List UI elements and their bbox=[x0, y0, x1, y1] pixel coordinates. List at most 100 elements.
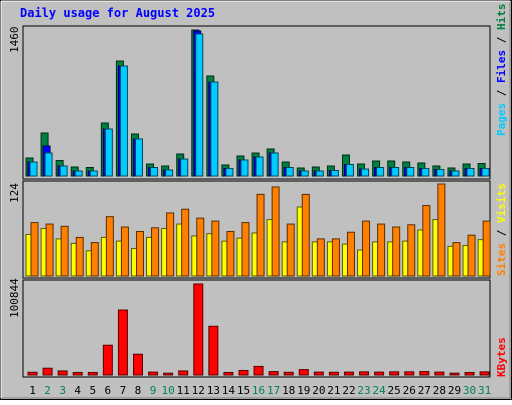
hits-pages-bar-18 bbox=[285, 167, 294, 177]
x-tick-label-9: 9 bbox=[150, 384, 157, 397]
x-tick-label-23: 23 bbox=[357, 384, 370, 397]
hits-pages-bar-29 bbox=[451, 170, 460, 177]
chart-marks bbox=[25, 29, 491, 376]
visits-sites-bar-11 bbox=[181, 208, 190, 277]
x-tick-label-15: 15 bbox=[237, 384, 250, 397]
kbytes-kbytes-bar-13 bbox=[208, 325, 219, 376]
visits-sites-bar-31 bbox=[482, 220, 491, 277]
visits-sites-bar-18 bbox=[286, 223, 295, 277]
x-tick-label-8: 8 bbox=[135, 384, 142, 397]
hits-pages-bar-6 bbox=[104, 128, 113, 177]
legend-separator: / bbox=[495, 30, 508, 50]
visits-sites-bar-9 bbox=[151, 227, 160, 277]
hits-pages-bar-22 bbox=[345, 164, 354, 177]
hits-legend: Pages / Files / Hits bbox=[495, 4, 508, 137]
legend-separator: / bbox=[495, 83, 508, 103]
visits-sites-bar-5 bbox=[90, 242, 99, 277]
x-tick-label-13: 13 bbox=[207, 384, 220, 397]
legend-separator: / bbox=[495, 223, 508, 243]
kbytes-kbytes-bar-15 bbox=[238, 369, 249, 376]
hits-pages-bar-2 bbox=[44, 152, 53, 177]
kbytes-kbytes-bar-1 bbox=[27, 371, 38, 376]
hits-pages-bar-14 bbox=[225, 168, 234, 177]
kbytes-kbytes-bar-12 bbox=[193, 283, 204, 376]
kbytes-kbytes-bar-20 bbox=[313, 371, 324, 376]
x-tick-label-22: 22 bbox=[342, 384, 355, 397]
hits-pages-bar-12 bbox=[195, 33, 204, 177]
hits-pages-bar-8 bbox=[134, 138, 143, 177]
legend-visits: Visits bbox=[495, 183, 508, 223]
x-tick-label-21: 21 bbox=[327, 384, 340, 397]
kbytes-kbytes-bar-31 bbox=[479, 371, 490, 376]
visits-sites-bar-27 bbox=[422, 205, 431, 277]
visits-sites-bar-1 bbox=[30, 222, 39, 277]
visits-sites-bar-17 bbox=[271, 186, 280, 277]
x-tick-label-5: 5 bbox=[89, 384, 96, 397]
visits-sites-bar-6 bbox=[105, 216, 114, 277]
legend-hits: Hits bbox=[495, 4, 508, 31]
kbytes-kbytes-bar-28 bbox=[434, 371, 445, 376]
visits-sites-bar-12 bbox=[196, 217, 205, 277]
x-tick-label-17: 17 bbox=[267, 384, 280, 397]
hits-pages-bar-5 bbox=[89, 170, 98, 177]
hits-pages-bar-24 bbox=[376, 167, 385, 177]
visits-sites-bar-4 bbox=[75, 236, 84, 277]
x-tick-label-29: 29 bbox=[448, 384, 461, 397]
kbytes-kbytes-bar-14 bbox=[223, 371, 234, 376]
kbytes-kbytes-bar-2 bbox=[42, 367, 53, 376]
kbytes-panel bbox=[22, 279, 491, 378]
kbytes-legend: KBytes bbox=[495, 337, 508, 377]
hits-pages-bar-20 bbox=[315, 170, 324, 177]
hits-pages-bar-16 bbox=[255, 156, 264, 177]
kbytes-kbytes-bar-17 bbox=[268, 371, 279, 376]
x-tick-label-7: 7 bbox=[120, 384, 127, 397]
visits-legend: Sites / Visits bbox=[495, 183, 508, 276]
visits-sites-bar-3 bbox=[60, 225, 69, 277]
legend-files: Files bbox=[495, 50, 508, 83]
kbytes-kbytes-bar-18 bbox=[283, 371, 294, 376]
x-tick-label-30: 30 bbox=[463, 384, 476, 397]
visits-sites-bar-26 bbox=[407, 224, 416, 277]
hits-pages-bar-7 bbox=[119, 65, 128, 177]
visits-sites-bar-29 bbox=[452, 242, 461, 277]
kbytes-kbytes-bar-26 bbox=[404, 371, 415, 376]
kbytes-kbytes-bar-11 bbox=[178, 370, 189, 376]
hits-pages-bar-4 bbox=[74, 170, 83, 177]
x-tick-label-4: 4 bbox=[74, 384, 81, 397]
hits-pages-bar-23 bbox=[361, 168, 370, 177]
x-tick-label-11: 11 bbox=[177, 384, 190, 397]
kbytes-kbytes-bar-5 bbox=[87, 371, 98, 376]
hits-pages-bar-9 bbox=[150, 167, 159, 177]
x-tick-label-24: 24 bbox=[372, 384, 386, 397]
kbytes-kbytes-bar-22 bbox=[343, 371, 354, 376]
kbytes-kbytes-bar-16 bbox=[253, 365, 264, 376]
visits-sites-bar-13 bbox=[211, 220, 220, 277]
hits-pages-bar-27 bbox=[421, 168, 430, 177]
legend-sites: Sites bbox=[495, 243, 508, 276]
kbytes-kbytes-bar-30 bbox=[464, 371, 475, 376]
x-tick-label-16: 16 bbox=[252, 384, 265, 397]
visits-sites-bar-15 bbox=[241, 222, 250, 277]
visits-sites-bar-8 bbox=[135, 230, 144, 277]
kbytes-kbytes-bar-3 bbox=[57, 370, 68, 376]
hits-pages-bar-1 bbox=[29, 161, 38, 177]
x-tick-label-2: 2 bbox=[44, 384, 51, 397]
hits-pages-bar-11 bbox=[180, 158, 189, 177]
visits-sites-bar-25 bbox=[392, 226, 401, 277]
x-tick-label-26: 26 bbox=[403, 384, 416, 397]
x-axis-labels: 1 2 3 4 5 6 7 8 9 10 11 12 13 14 15 16 17 18 19 20 21 22 23 24 2… bbox=[29, 384, 491, 397]
hits-pages-bar-30 bbox=[466, 168, 475, 177]
kbytes-kbytes-bar-24 bbox=[374, 371, 385, 376]
x-tick-label-10: 10 bbox=[162, 384, 175, 397]
visits-sites-bar-24 bbox=[377, 223, 386, 277]
x-tick-label-1: 1 bbox=[29, 384, 36, 397]
legend-pages: Pages bbox=[495, 103, 508, 136]
kbytes-kbytes-bar-7 bbox=[117, 309, 128, 376]
visits-sites-bar-21 bbox=[331, 238, 340, 277]
visits-sites-bar-28 bbox=[437, 183, 446, 277]
x-tick-label-6: 6 bbox=[105, 384, 112, 397]
hits-pages-bar-31 bbox=[481, 168, 490, 177]
hits-pages-bar-13 bbox=[210, 81, 219, 177]
